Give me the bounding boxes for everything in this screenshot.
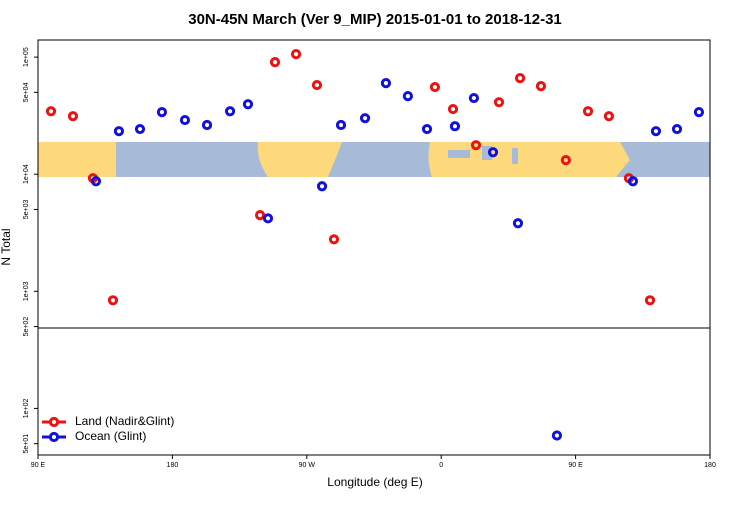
point [335,119,347,131]
x-tick-label: 90 E [31,462,46,469]
point [402,91,413,102]
x-tick-label: 0 [439,462,443,469]
point [134,123,146,135]
legend-marker [48,416,60,428]
point [254,210,266,221]
point [316,181,328,192]
point [224,106,236,117]
point [328,234,340,245]
point [67,111,79,122]
y-tick-label: 5e+02 [23,317,30,337]
point [156,107,168,118]
legend-label: Ocean (Glint) [75,429,146,443]
x-tick-label: 180 [704,462,716,469]
y-tick-label: 1e+03 [23,281,30,301]
point [113,126,125,137]
point [514,72,526,84]
point [269,57,281,68]
point [627,176,639,187]
x-tick-label: 90 W [299,462,316,469]
point [535,81,547,92]
legend-label: Land (Nadir&Glint) [75,414,174,428]
point [470,140,482,151]
point [650,126,662,137]
point [359,113,371,124]
point [582,106,594,117]
map-strip [38,142,710,177]
point [290,49,302,60]
point [242,99,254,110]
point [107,295,119,306]
y-tick-label: 5e+03 [23,200,30,220]
y-tick-label: 1e+04 [23,164,30,184]
point [421,123,433,135]
point [380,77,392,89]
point [262,213,274,224]
point [551,430,563,441]
point [201,119,213,131]
point [468,92,480,104]
y-tick-label: 1e+02 [23,398,30,418]
point [429,81,441,93]
point [487,147,499,158]
x-tick-label: 180 [167,462,179,469]
legend-marker [48,431,60,443]
point [90,176,102,187]
chart-title: 30N-45N March (Ver 9_MIP) 2015-01-01 to … [188,11,562,28]
point [45,106,57,117]
point [493,97,505,108]
y-tick-label: 5e+04 [23,82,30,102]
y-tick-label: 5e+01 [23,434,30,454]
point [693,107,705,118]
point [449,121,461,132]
point [560,154,571,166]
point [512,218,524,229]
y-axis-label: N Total [0,228,13,265]
point [179,114,191,126]
x-axis-label: Longitude (deg E) [327,475,422,489]
point [447,103,459,115]
point [603,111,615,122]
point [671,123,683,135]
point [311,79,323,91]
plot-frame [37,39,711,456]
point [644,295,656,306]
y-tick-label: 1e+05 [23,47,30,67]
x-tick-label: 90 E [568,462,583,469]
